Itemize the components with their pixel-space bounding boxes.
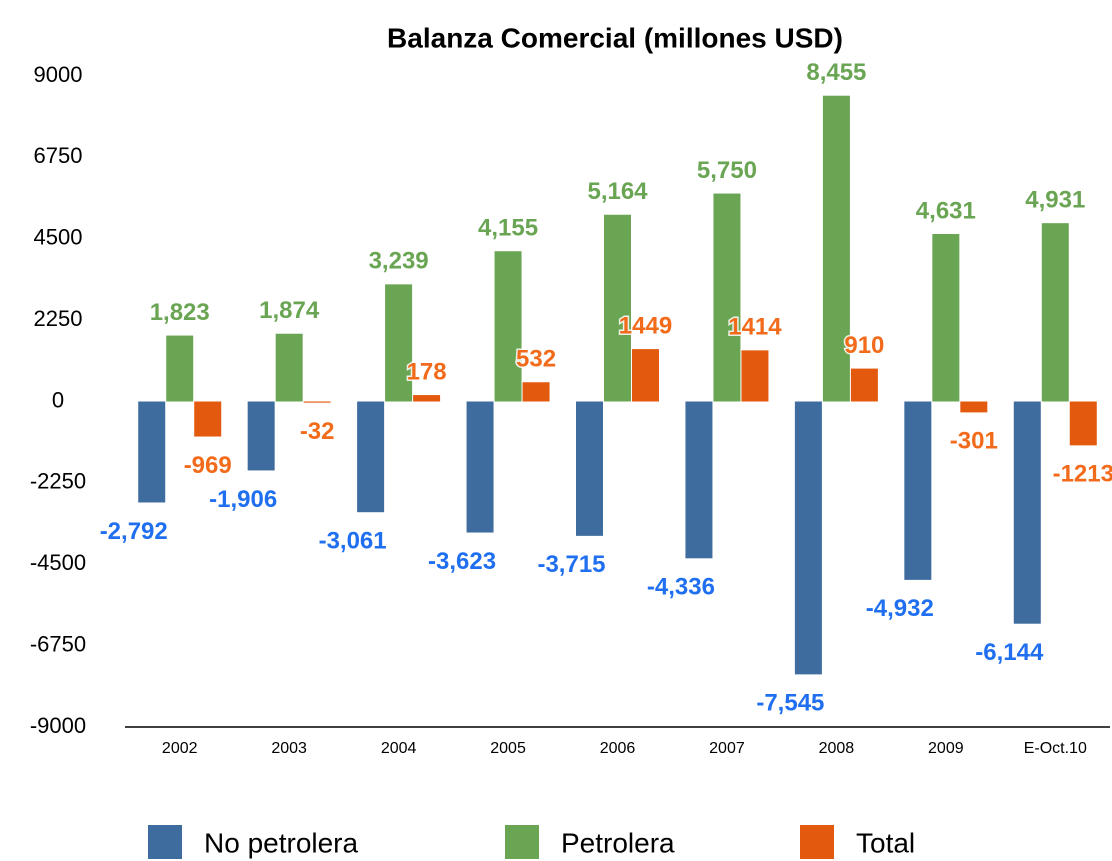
data-label: -969	[184, 452, 232, 479]
x-tick-label: 2003	[271, 740, 307, 757]
bar	[932, 234, 960, 402]
x-tick-label: 2008	[819, 740, 855, 757]
bar	[357, 401, 385, 513]
data-label: -3,061	[319, 528, 387, 555]
data-label: 1,874	[259, 297, 320, 324]
bar	[822, 95, 850, 402]
bar	[466, 401, 494, 533]
bar	[1041, 223, 1069, 402]
data-label: 178	[407, 358, 447, 385]
legend-swatch	[148, 825, 182, 859]
data-label: -2,792	[100, 518, 168, 545]
y-tick-label: 6750	[34, 143, 83, 168]
data-label: 3,239	[369, 248, 429, 275]
x-tick-label: 2006	[600, 740, 636, 757]
x-tick-label: 2002	[162, 740, 198, 757]
x-tick-label: E-Oct.10	[1024, 740, 1087, 757]
y-tick-label: -4500	[30, 550, 86, 575]
data-label: 910	[844, 332, 884, 359]
bar	[850, 368, 878, 402]
data-label: -7,545	[756, 690, 824, 717]
data-label: -4,932	[866, 595, 934, 622]
legend-label: Total	[856, 827, 915, 858]
bar	[494, 251, 522, 402]
chart-title: Balanza Comercial (millones USD)	[387, 22, 843, 53]
data-label: -6,144	[975, 639, 1044, 666]
bar	[1069, 401, 1097, 446]
legend-swatch	[505, 825, 539, 859]
data-label: -4,336	[647, 574, 715, 601]
legend-label: Petrolera	[561, 827, 675, 858]
bar	[685, 401, 713, 559]
x-tick-label: 2004	[381, 740, 417, 757]
y-tick-label: 9000	[34, 62, 83, 87]
bar	[960, 401, 988, 413]
bar	[904, 401, 932, 580]
bar	[194, 401, 222, 437]
data-label: 1414	[728, 314, 782, 341]
bar	[713, 193, 741, 402]
bar	[303, 401, 331, 403]
bar	[522, 382, 550, 402]
x-tick-label: 2009	[928, 740, 964, 757]
legend-label: No petrolera	[204, 827, 359, 858]
data-label: -3,623	[428, 548, 496, 575]
y-tick-label: -2250	[30, 469, 86, 494]
bar	[576, 401, 603, 536]
data-label: -32	[300, 418, 335, 445]
data-label: -1,906	[209, 486, 277, 513]
x-tick-label: 2007	[709, 740, 745, 757]
bar	[632, 349, 659, 402]
data-label: 4,931	[1025, 187, 1085, 214]
bar	[138, 401, 166, 503]
data-label: 5,750	[697, 157, 757, 184]
bar	[166, 335, 194, 402]
data-label: 1,823	[150, 299, 210, 326]
bar	[794, 401, 822, 675]
x-tick-label: 2005	[490, 740, 526, 757]
bar	[275, 333, 303, 402]
y-tick-label: -9000	[30, 713, 86, 738]
bar	[413, 395, 441, 402]
y-tick-label: 4500	[34, 225, 83, 250]
data-label: 8,455	[806, 59, 866, 86]
data-label: 4,155	[478, 215, 538, 242]
y-tick-label: 2250	[34, 306, 83, 331]
data-label: -1213	[1053, 461, 1112, 488]
data-label: -301	[950, 428, 998, 455]
y-tick-label: -6750	[30, 631, 86, 656]
bar	[741, 350, 769, 402]
data-label: 532	[516, 346, 556, 373]
y-tick-label: 0	[52, 387, 64, 412]
bar	[247, 401, 275, 471]
bar	[1013, 401, 1041, 624]
data-label: 5,164	[587, 178, 648, 205]
data-label: 4,631	[916, 197, 976, 224]
bar	[385, 284, 413, 402]
legend-swatch	[800, 825, 834, 859]
data-label: -3,715	[537, 551, 605, 578]
bar	[604, 214, 631, 402]
data-label: 1449	[619, 312, 672, 339]
